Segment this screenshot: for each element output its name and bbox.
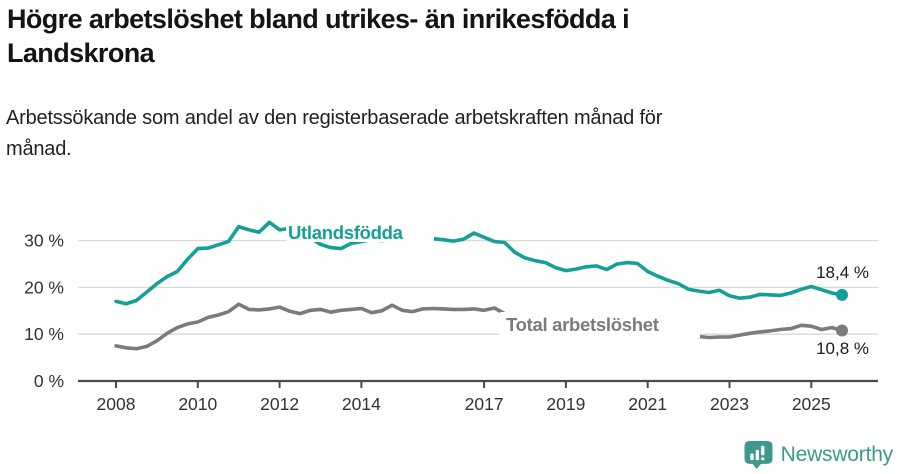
x-tick-label: 2025 [792,394,831,414]
series-line-total [114,302,844,351]
y-tick-label: 20 % [24,277,64,297]
x-tick-label: 2019 [546,394,585,414]
x-tick-label: 2008 [97,394,136,414]
x-tick-label: 2014 [342,394,381,414]
series-end-dot [836,324,848,337]
series-line-utlandsfodda [114,220,844,306]
chart-title: Högre arbetslöshet bland utrikes- än inr… [7,4,630,68]
x-tick-label: 2017 [465,394,504,414]
newsworthy-pin-barchart-icon [744,441,773,469]
chart-subtitle: Arbetssökande som andel av den registerb… [6,107,663,160]
x-tick-label: 2012 [260,394,299,414]
series-label-backplate [500,312,700,338]
series-end-dot [836,288,848,301]
y-tick-label: 10 % [24,324,64,344]
series-label-backplate [286,218,434,242]
series-end-value-label: 18,4 % [816,263,869,282]
newsworthy-wordmark: Newsworthy [780,443,894,466]
series-end-value-label: 10,8 % [816,339,869,358]
x-tick-label: 2010 [178,394,217,414]
series-label: Utlandsfödda [288,222,404,243]
x-tick-label: 2021 [628,394,667,414]
series-label: Total arbetslöshet [506,314,659,335]
y-tick-label: 30 % [24,231,64,251]
y-tick-label: 0 % [34,371,64,391]
newsworthy-logo: Newsworthy [744,441,893,469]
x-tick-label: 2023 [710,394,749,414]
